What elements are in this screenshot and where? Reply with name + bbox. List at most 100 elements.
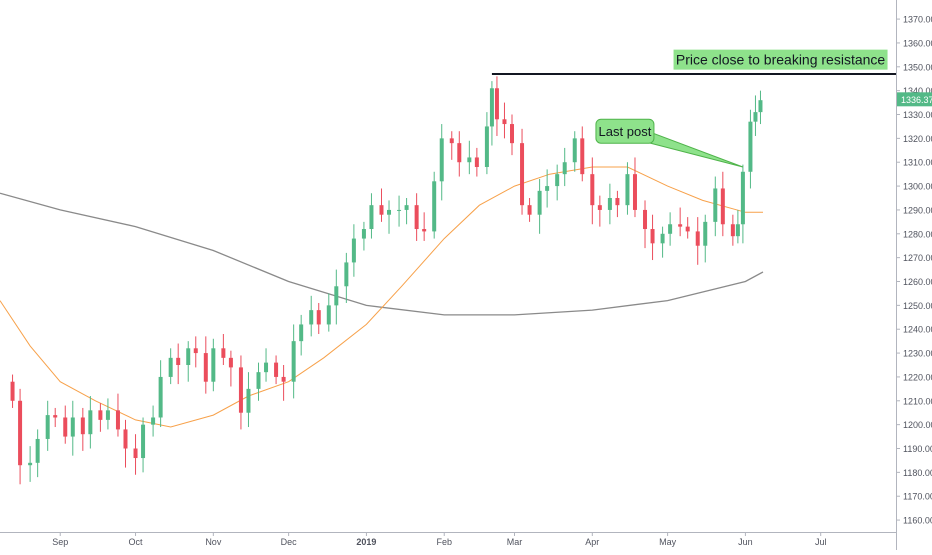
candle[interactable]: [316, 302, 321, 334]
candle[interactable]: [53, 407, 58, 428]
candle[interactable]: [151, 405, 156, 437]
candle[interactable]: [115, 393, 120, 437]
candle[interactable]: [80, 407, 85, 451]
candle[interactable]: [299, 314, 304, 356]
candle[interactable]: [537, 178, 542, 234]
candle[interactable]: [133, 434, 138, 475]
candle[interactable]: [105, 398, 110, 430]
candle[interactable]: [474, 147, 479, 177]
candle[interactable]: [439, 124, 444, 201]
candle[interactable]: [264, 348, 269, 382]
candle[interactable]: [748, 109, 753, 189]
candle[interactable]: [730, 214, 735, 246]
candle[interactable]: [758, 90, 763, 125]
candle[interactable]: [221, 333, 226, 366]
candle[interactable]: [695, 217, 700, 265]
candle[interactable]: [713, 176, 718, 237]
candle[interactable]: [668, 212, 673, 246]
candle[interactable]: [597, 195, 602, 227]
candle[interactable]: [397, 195, 402, 227]
candle[interactable]: [176, 343, 181, 385]
candle[interactable]: [379, 188, 384, 222]
candle[interactable]: [607, 183, 612, 225]
candle[interactable]: [158, 360, 163, 428]
candle[interactable]: [703, 214, 708, 263]
candle[interactable]: [203, 336, 208, 394]
candle[interactable]: [274, 355, 279, 385]
resistance-note[interactable]: Price close to breaking resistance: [673, 49, 888, 70]
candle[interactable]: [580, 126, 585, 182]
candle[interactable]: [484, 112, 489, 175]
candle[interactable]: [590, 157, 595, 225]
candle[interactable]: [457, 131, 462, 177]
candle[interactable]: [193, 336, 198, 368]
candle[interactable]: [685, 217, 690, 239]
candle[interactable]: [632, 157, 637, 218]
candle[interactable]: [28, 446, 33, 482]
candle[interactable]: [562, 147, 567, 187]
candle[interactable]: [660, 226, 665, 258]
candle-body: [740, 171, 745, 225]
candle[interactable]: [422, 212, 427, 241]
candle-body: [221, 348, 226, 358]
candle[interactable]: [735, 209, 740, 244]
candle[interactable]: [545, 169, 550, 208]
candle[interactable]: [98, 403, 103, 432]
candle[interactable]: [88, 396, 93, 449]
candle[interactable]: [720, 171, 725, 237]
candle[interactable]: [432, 171, 437, 239]
candle[interactable]: [753, 95, 758, 136]
candle[interactable]: [351, 224, 356, 277]
candle[interactable]: [141, 417, 146, 473]
candle[interactable]: [520, 128, 525, 215]
candle[interactable]: [625, 162, 630, 215]
candle[interactable]: [555, 164, 560, 201]
candle[interactable]: [186, 341, 191, 382]
candle[interactable]: [369, 193, 374, 239]
candle[interactable]: [309, 295, 314, 337]
candle-body: [105, 410, 110, 420]
candle[interactable]: [489, 81, 494, 146]
candle[interactable]: [344, 252, 349, 303]
candle[interactable]: [527, 198, 532, 222]
candle[interactable]: [572, 131, 577, 172]
candle[interactable]: [35, 429, 40, 478]
candle[interactable]: [18, 388, 23, 485]
candle[interactable]: [246, 372, 251, 428]
candle[interactable]: [740, 164, 745, 244]
candle[interactable]: [70, 400, 75, 456]
candle[interactable]: [334, 269, 339, 325]
candle[interactable]: [45, 400, 50, 451]
candle[interactable]: [63, 405, 68, 444]
candle-body: [326, 305, 331, 325]
candle[interactable]: [256, 362, 261, 401]
candle[interactable]: [211, 338, 216, 392]
x-tick-label: Mar: [507, 537, 523, 547]
candle[interactable]: [168, 348, 173, 385]
candle[interactable]: [361, 221, 366, 251]
candle[interactable]: [291, 324, 296, 399]
candle[interactable]: [10, 374, 15, 408]
candle[interactable]: [404, 198, 409, 225]
candle[interactable]: [281, 365, 286, 401]
candle[interactable]: [449, 131, 454, 160]
candle-body: [28, 462, 33, 466]
candle[interactable]: [238, 355, 243, 430]
candle[interactable]: [643, 200, 648, 249]
candle[interactable]: [228, 350, 233, 387]
candle[interactable]: [650, 214, 655, 261]
candle[interactable]: [123, 419, 128, 468]
y-tick-label: 1210.00: [903, 396, 932, 406]
candle[interactable]: [502, 102, 507, 139]
candle[interactable]: [615, 190, 620, 218]
candle[interactable]: [414, 193, 419, 241]
candle-body: [590, 174, 595, 206]
candle[interactable]: [510, 114, 514, 156]
last-post-note[interactable]: Last post: [595, 118, 744, 168]
candle[interactable]: [387, 200, 392, 234]
candle[interactable]: [326, 293, 331, 332]
candle[interactable]: [494, 76, 499, 136]
candle[interactable]: [467, 140, 472, 175]
candle[interactable]: [678, 207, 683, 237]
